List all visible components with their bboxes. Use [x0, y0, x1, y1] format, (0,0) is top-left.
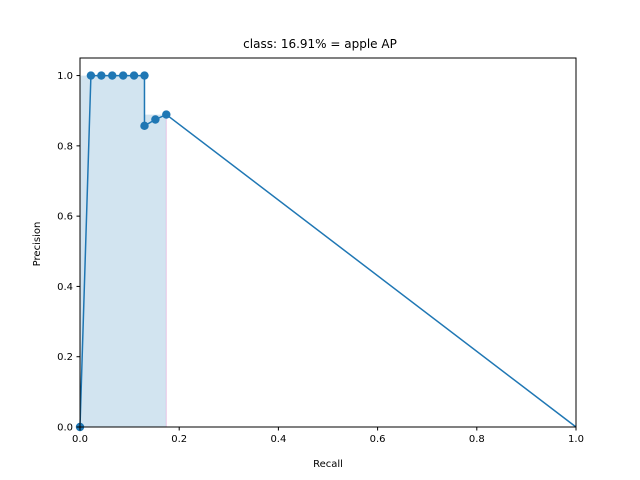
axes-layer [79, 57, 577, 428]
y-tick-label: 0.4 [57, 282, 73, 293]
data-point [86, 71, 96, 80]
data-point [162, 110, 171, 119]
plot-frame [79, 57, 577, 428]
y-tick-label: 0.6 [57, 212, 73, 223]
data-point [129, 71, 139, 80]
y-tick-label: 0.2 [57, 352, 73, 363]
x-tick-label: 1.0 [568, 434, 584, 445]
x-tick-label: 0.4 [270, 434, 286, 445]
data-point [97, 71, 106, 80]
data-point [140, 121, 149, 131]
ap-area-layer [80, 75, 167, 427]
data-point [108, 71, 117, 80]
ap-area-fill [80, 75, 167, 427]
x-tick-label: 0.6 [370, 434, 386, 445]
data-point [151, 115, 160, 124]
ticks-layer: 0.0 0.2 0.4 0.6 0.8 1.0 0.0 0.2 0.4 0.6 0.8 1.0 [57, 71, 584, 445]
x-tick-label: 0.0 [72, 434, 88, 445]
y-tick-label: 0.0 [57, 423, 73, 434]
x-axis-label: Recall [313, 459, 343, 470]
x-tick-label: 0.2 [171, 434, 187, 445]
x-tick-label: 0.8 [469, 434, 485, 445]
y-axis-label: Precision [32, 222, 43, 267]
y-tick-label: 0.8 [57, 141, 73, 152]
data-point [140, 71, 149, 80]
chart-title: class: 16.91% = apple AP [243, 37, 397, 51]
y-tick-label: 1.0 [57, 71, 73, 82]
data-point [118, 71, 128, 80]
